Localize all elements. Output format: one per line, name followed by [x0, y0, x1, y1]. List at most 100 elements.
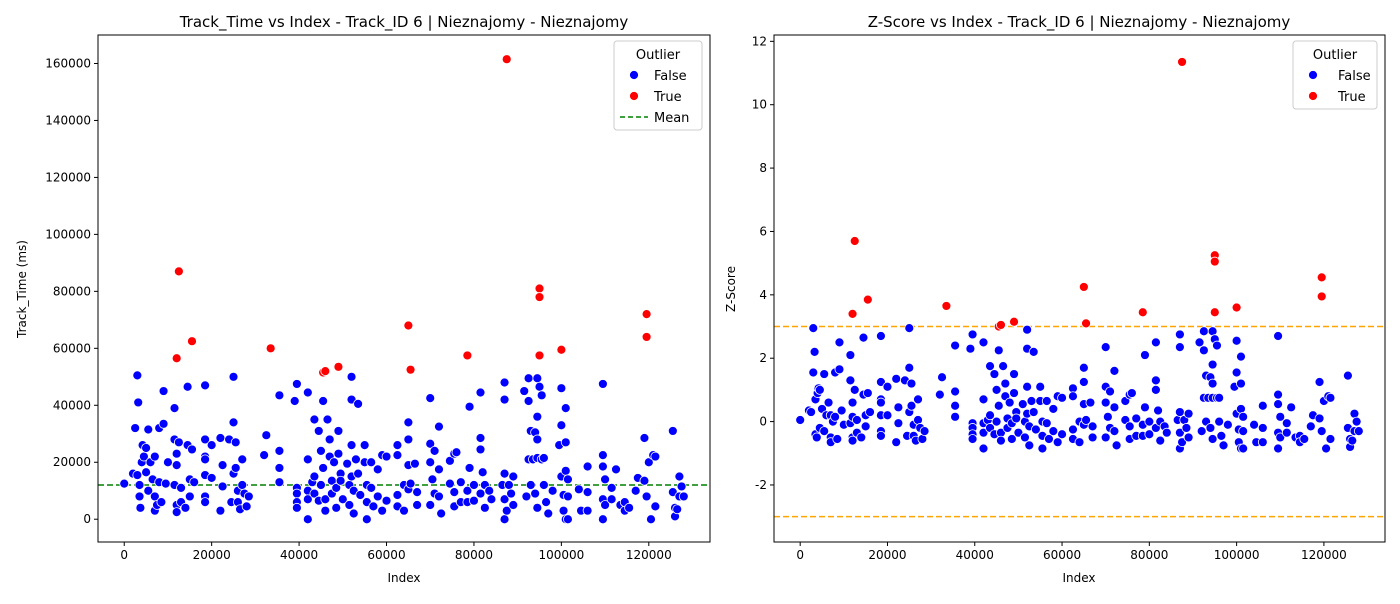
data-point: [1028, 346, 1039, 357]
outlier-point: [187, 336, 197, 347]
data-point: [676, 481, 687, 492]
data-point: [1044, 434, 1054, 444]
data-point: [1316, 426, 1327, 436]
data-point: [1218, 440, 1229, 451]
data-point: [1153, 405, 1163, 416]
data-point: [425, 457, 436, 468]
data-point: [965, 343, 976, 354]
data-point: [259, 450, 270, 461]
outlier-point: [405, 364, 416, 375]
data-point: [1024, 440, 1035, 451]
y-tick-label: -2: [755, 478, 767, 492]
legend-label-true: True: [653, 90, 682, 105]
data-point: [582, 487, 593, 498]
data-point: [1111, 440, 1122, 451]
data-point: [237, 454, 248, 465]
x-tick-label: 20000: [193, 548, 231, 562]
data-point: [530, 488, 541, 499]
data-point: [392, 440, 403, 451]
data-point: [1155, 435, 1166, 446]
data-point: [479, 502, 490, 513]
legend: Outlier False True Mean: [613, 40, 703, 131]
data-point: [302, 387, 313, 398]
legend: Outlier False True: [1292, 40, 1378, 110]
data-point: [410, 458, 420, 469]
data-point: [1057, 392, 1067, 403]
data-point: [573, 484, 584, 495]
data-point: [499, 494, 510, 505]
data-point: [508, 500, 519, 510]
data-point: [353, 468, 364, 479]
data-point: [1124, 421, 1135, 432]
data-point: [1214, 392, 1225, 403]
data-point: [563, 474, 573, 485]
data-point: [331, 482, 342, 493]
data-point: [823, 397, 834, 408]
data-point: [538, 453, 549, 463]
data-point: [876, 397, 886, 408]
outlier-point: [265, 343, 276, 354]
data-point: [858, 332, 869, 343]
data-point: [434, 464, 444, 475]
outlier-point: [403, 320, 414, 331]
data-point: [845, 350, 856, 360]
data-point: [381, 451, 392, 462]
data-point: [444, 455, 455, 466]
data-point: [320, 494, 331, 505]
data-point: [504, 480, 514, 490]
data-point: [1144, 429, 1155, 440]
data-point: [206, 473, 217, 483]
data-point: [904, 362, 915, 373]
data-point: [525, 480, 536, 490]
data-point: [359, 440, 370, 451]
data-point: [464, 463, 475, 473]
data-point: [462, 485, 473, 496]
data-point: [403, 417, 414, 428]
data-point: [978, 427, 989, 438]
data-point: [171, 507, 182, 517]
data-point: [532, 411, 543, 422]
data-point: [381, 495, 392, 506]
data-point: [132, 370, 143, 381]
data-point: [600, 500, 610, 510]
data-point: [919, 426, 930, 436]
data-point: [1174, 407, 1185, 417]
data-point: [1325, 434, 1336, 444]
data-point: [1257, 400, 1268, 411]
outlier-point: [1209, 307, 1220, 318]
data-point: [184, 491, 195, 502]
data-point: [324, 434, 335, 445]
data-point: [543, 508, 554, 519]
outlier-point: [171, 353, 182, 364]
data-point: [353, 398, 364, 409]
data-point: [523, 373, 534, 384]
legend-marker-false: [629, 70, 639, 80]
y-tick-label: 0: [83, 512, 91, 526]
data-point: [809, 346, 820, 357]
data-point: [674, 471, 685, 482]
x-tick-label: 40000: [280, 548, 318, 562]
outlier-point: [320, 366, 331, 377]
x-tick-label: 60000: [1043, 548, 1081, 562]
data-point: [274, 445, 285, 456]
data-point: [366, 457, 377, 468]
data-point: [217, 460, 228, 470]
outlier-point: [1316, 291, 1327, 302]
data-point: [291, 488, 302, 499]
legend-title: Outlier: [1313, 48, 1358, 63]
data-point: [876, 377, 886, 387]
data-point: [876, 430, 886, 441]
data-point: [475, 488, 486, 499]
data-point: [672, 504, 683, 515]
chart-track-time: Track_Time vs Index - Track_ID 6 | Niezn…: [15, 13, 711, 585]
data-point: [906, 400, 917, 411]
data-point: [1183, 408, 1194, 419]
data-point: [1174, 342, 1185, 353]
data-point: [499, 377, 510, 388]
outlier-point: [1209, 256, 1220, 267]
data-point: [1207, 378, 1218, 389]
data-point: [882, 381, 893, 392]
data-point: [1087, 421, 1098, 432]
data-point: [1048, 426, 1059, 436]
outlier-point: [1231, 302, 1242, 313]
